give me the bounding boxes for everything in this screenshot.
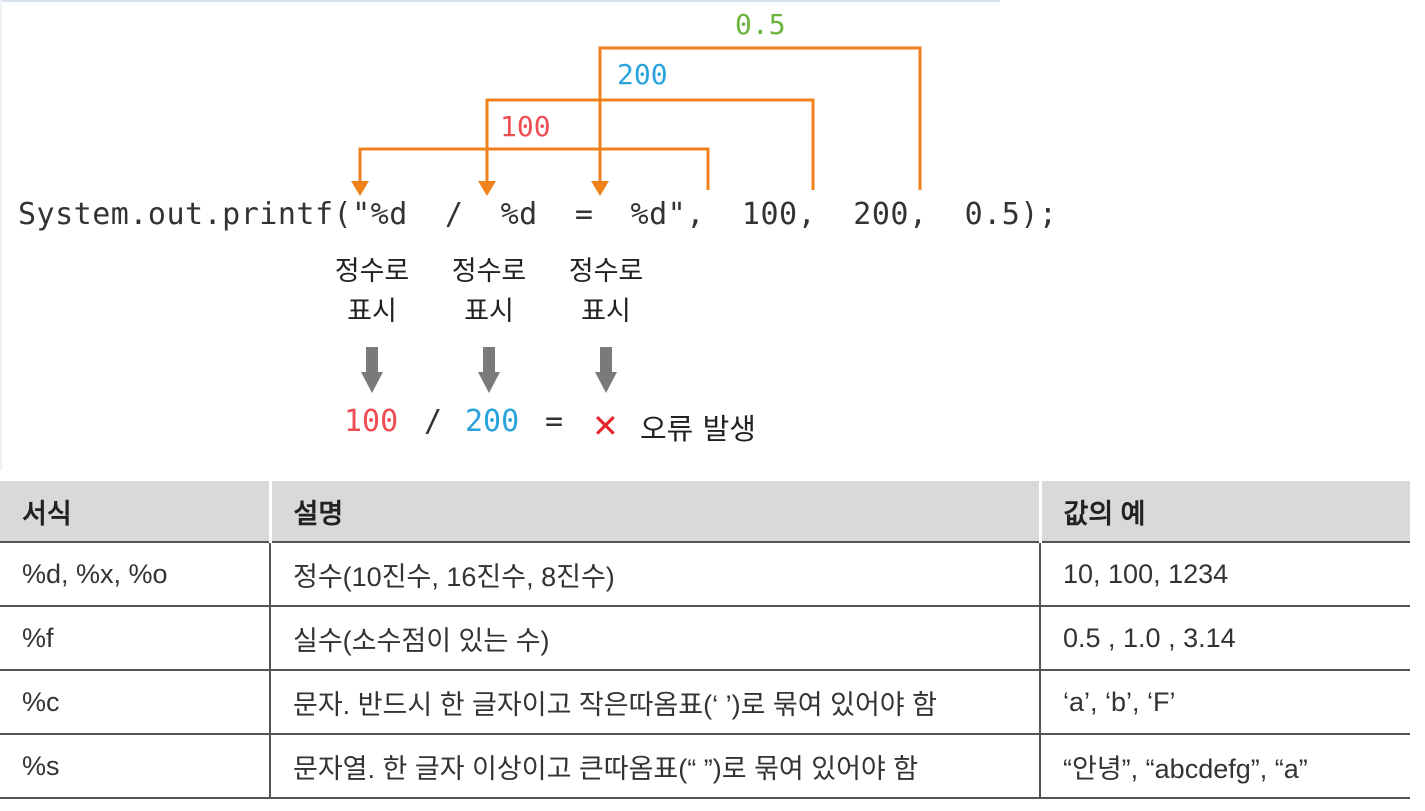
- result-value-200: 200: [465, 404, 520, 439]
- example-cell: 0.5 , 1.0 , 3.14: [1040, 606, 1410, 671]
- printf-code-line: System.out.printf("%d / %d = %d", 100, 2…: [18, 197, 1058, 232]
- arg-label-200: 200: [617, 58, 668, 91]
- description-cell: 정수(10진수, 16진수, 8진수): [270, 541, 1041, 607]
- left-border: [0, 0, 2, 470]
- description-cell: 문자열. 한 글자 이상이고 큰따옴표(“ ”)로 묶여 있어야 함: [270, 734, 1041, 799]
- top-border: [0, 0, 1000, 2]
- format-cell: %c: [0, 670, 271, 735]
- arrowhead-3: [591, 181, 609, 196]
- down-arrow-icon: [478, 347, 500, 393]
- header-description: 설명: [270, 481, 1042, 542]
- printf-diagram: [351, 46, 922, 393]
- specifier-label-3: 정수로 표시: [568, 256, 644, 327]
- result-equals: =: [545, 404, 564, 439]
- description-cell: 실수(소수점이 있는 수): [270, 606, 1041, 671]
- result-divide-op: /: [424, 404, 443, 439]
- table-header-row: 서식 설명 값의 예: [0, 481, 1410, 542]
- result-value-100: 100: [344, 404, 399, 439]
- header-example: 값의 예: [1040, 481, 1410, 542]
- arg-label-100: 100: [500, 110, 551, 143]
- example-cell: “안녕”, “abcdefg”, “a”: [1040, 734, 1410, 799]
- specifier-label-2: 정수로 표시: [451, 256, 527, 327]
- error-x-icon: ✕: [592, 407, 619, 445]
- table-row: %d, %x, %o 정수(10진수, 16진수, 8진수) 10, 100, …: [0, 541, 1410, 607]
- specifier-label-1: 정수로 표시: [334, 256, 410, 327]
- table-row: %f 실수(소수점이 있는 수) 0.5 , 1.0 , 3.14: [0, 606, 1410, 671]
- down-arrow-icon: [595, 347, 617, 393]
- error-text: 오류 발생: [640, 412, 756, 446]
- format-specifier-table: 서식 설명 값의 예 %d, %x, %o 정수(10진수, 16진수, 8진수…: [0, 481, 1410, 799]
- format-cell: %s: [0, 734, 271, 799]
- header-format: 서식: [0, 481, 272, 542]
- connector-arrow-05: [598, 46, 922, 190]
- arrowhead-1: [351, 181, 369, 196]
- arrowhead-2: [478, 181, 496, 196]
- example-cell: ‘a’, ‘b’, ‘F’: [1040, 670, 1410, 735]
- format-cell: %f: [0, 606, 271, 671]
- connector-arrow-100: [358, 147, 710, 190]
- down-arrow-icon: [361, 347, 383, 393]
- format-cell: %d, %x, %o: [0, 541, 271, 607]
- table-row: %s 문자열. 한 글자 이상이고 큰따옴표(“ ”)로 묶여 있어야 함 “안…: [0, 734, 1410, 799]
- connector-arrow-200: [485, 98, 815, 190]
- arg-label-05: 0.5: [735, 8, 786, 41]
- table-row: %c 문자. 반드시 한 글자이고 작은따옴표(‘ ’)로 묶여 있어야 함 ‘…: [0, 670, 1410, 735]
- example-cell: 10, 100, 1234: [1040, 541, 1410, 607]
- description-cell: 문자. 반드시 한 글자이고 작은따옴표(‘ ’)로 묶여 있어야 함: [270, 670, 1041, 735]
